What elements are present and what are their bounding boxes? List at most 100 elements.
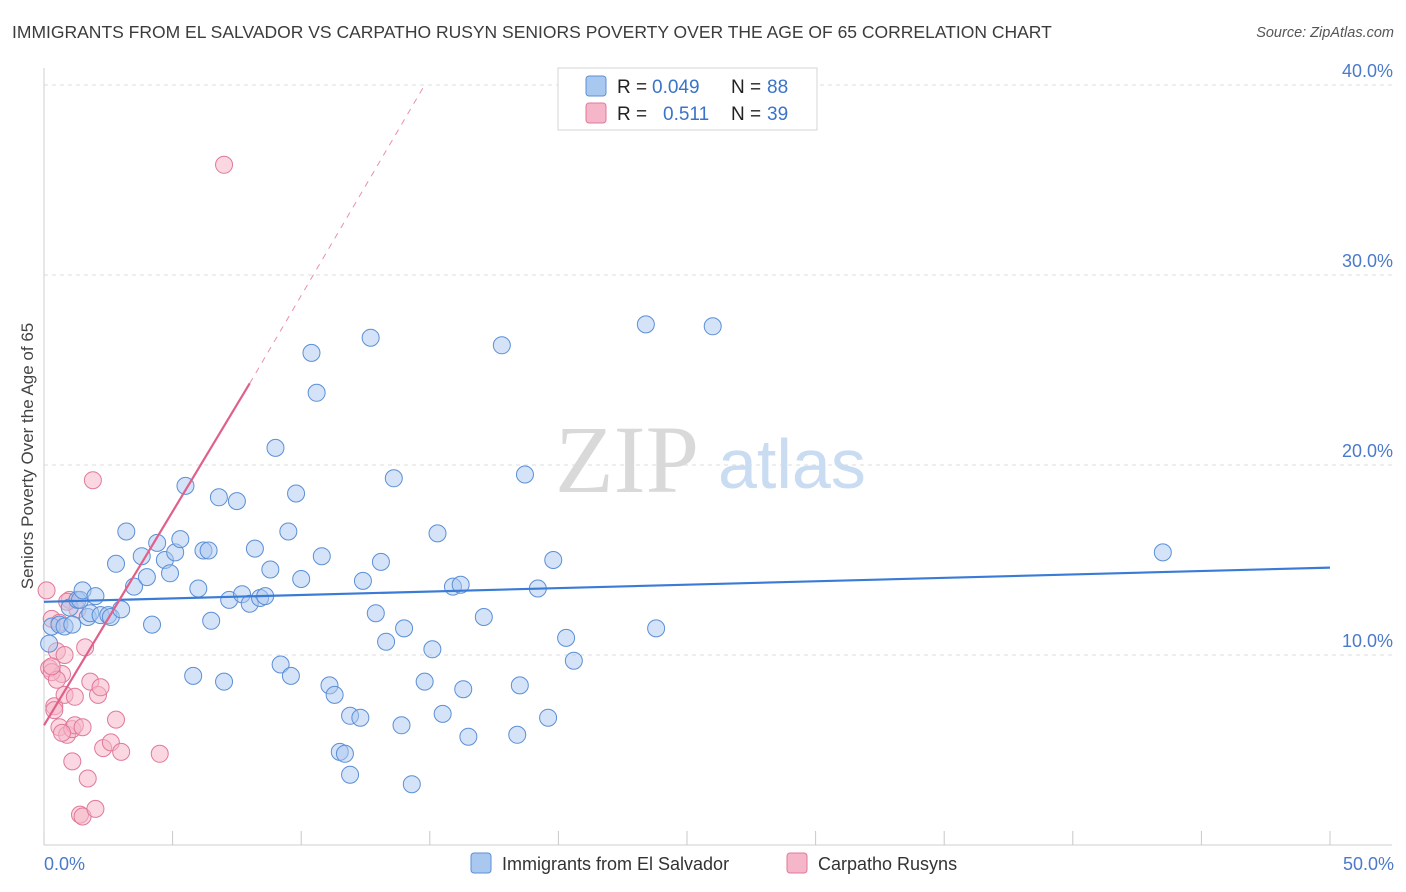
bottom-legend-swatch-pink: [786, 852, 808, 874]
point-carpatho-rusyns-11: [63, 752, 82, 771]
point-carpatho-rusyns-34: [42, 657, 61, 676]
point-el-salvador-31: [199, 541, 218, 560]
point-el-salvador-48: [292, 570, 311, 588]
point-el-salvador-53: [325, 685, 344, 704]
point-el-salvador-67: [402, 775, 421, 794]
point-el-salvador-36: [227, 492, 246, 511]
point-carpatho-rusyns-38: [215, 155, 234, 174]
point-el-salvador-75: [459, 727, 478, 746]
point-el-salvador-29: [189, 579, 208, 598]
point-el-salvador-61: [366, 604, 385, 623]
point-el-salvador-76: [474, 608, 493, 626]
trend-line-carpatho-rusyns-extension: [249, 84, 426, 384]
point-el-salvador-39: [245, 539, 264, 558]
y-tick-label-10: 10.0%: [1342, 631, 1393, 651]
point-el-salvador-45: [279, 522, 298, 541]
point-el-salvador-78: [508, 725, 527, 744]
point-el-salvador-74: [454, 680, 473, 699]
trend-line-el-salvador: [43, 566, 1331, 603]
point-el-salvador-63: [377, 632, 396, 651]
point-carpatho-rusyns-20: [86, 799, 105, 818]
point-el-salvador-20: [137, 568, 156, 587]
point-el-salvador-82: [539, 708, 558, 727]
point-carpatho-rusyns-26: [112, 742, 131, 761]
series-carpatho-rusyns: [37, 155, 234, 826]
point-el-salvador-50: [307, 383, 326, 402]
point-carpatho-rusyns-22: [91, 678, 110, 697]
bottom-legend-swatch-blue: [470, 852, 492, 874]
point-el-salvador-22: [148, 533, 167, 552]
point-carpatho-rusyns-19: [83, 471, 102, 490]
trend-line-carpatho-rusyns: [43, 382, 251, 726]
point-el-salvador-58: [351, 708, 370, 727]
point-el-salvador-85: [564, 651, 583, 670]
point-carpatho-rusyns-35: [65, 687, 84, 706]
bottom-legend-label-carpatho-rusyns: Carpatho Rusyns: [818, 854, 957, 874]
y-tick-label-30: 30.0%: [1342, 251, 1393, 271]
x-tick-label-max: 50.0%: [1343, 854, 1394, 874]
point-el-salvador-42: [261, 560, 280, 579]
point-el-salvador-44: [271, 655, 290, 674]
point-el-salvador-69: [423, 640, 442, 659]
point-el-salvador-70: [428, 524, 447, 543]
trend-lines: [43, 84, 1331, 726]
point-carpatho-rusyns-32: [73, 718, 92, 737]
point-el-salvador-43: [266, 438, 285, 457]
point-el-salvador-49: [302, 343, 321, 362]
point-el-salvador-87: [647, 619, 666, 638]
point-el-salvador-5: [63, 615, 82, 634]
point-el-salvador-33: [209, 488, 228, 507]
point-el-salvador-24: [161, 564, 180, 583]
point-el-salvador-65: [392, 716, 411, 735]
point-el-salvador-59: [353, 571, 372, 590]
grid: [44, 84, 1392, 656]
watermark-atlas: atlas: [718, 425, 866, 503]
point-el-salvador-77: [492, 336, 511, 355]
watermark-zip: ZIP: [555, 406, 699, 513]
point-carpatho-rusyns-0: [37, 581, 56, 600]
point-el-salvador-88: [703, 317, 722, 336]
point-el-salvador-51: [312, 547, 331, 566]
legend-swatch-blue: [585, 75, 607, 97]
legend: R = 0.049 N = 88 R = 0.511 N = 39: [557, 67, 818, 131]
legend-n-value-1: 88: [767, 77, 788, 98]
point-el-salvador-71: [433, 704, 452, 723]
point-el-salvador-57: [341, 765, 360, 784]
point-el-salvador-64: [384, 469, 403, 488]
y-tick-label-40: 40.0%: [1342, 61, 1393, 81]
point-el-salvador-15: [107, 554, 126, 573]
point-carpatho-rusyns-17: [78, 769, 97, 788]
point-el-salvador-89: [1153, 543, 1172, 562]
point-carpatho-rusyns-29: [55, 646, 74, 664]
point-el-salvador-32: [202, 611, 221, 630]
point-carpatho-rusyns-37: [150, 744, 169, 763]
legend-r-label-2: R =: [617, 104, 647, 125]
point-el-salvador-60: [361, 328, 380, 347]
point-el-salvador-55: [335, 744, 354, 763]
legend-n-label-1: N =: [731, 77, 761, 98]
point-el-salvador-68: [415, 672, 434, 691]
point-el-salvador-84: [557, 628, 576, 647]
point-el-salvador-79: [510, 676, 529, 695]
point-el-salvador-83: [544, 551, 563, 569]
point-el-salvador-46: [281, 666, 300, 685]
bottom-legend: Immigrants from El Salvador Carpatho Rus…: [470, 852, 957, 874]
point-el-salvador-86: [636, 315, 655, 334]
x-ticks: [43, 831, 1331, 845]
legend-r-value-2: 0.511: [663, 104, 709, 125]
legend-n-value-2: 39: [767, 104, 788, 125]
point-el-salvador-21: [143, 615, 162, 634]
source-label: Source: ZipAtlas.com: [1256, 25, 1394, 41]
bottom-legend-label-el-salvador: Immigrants from El Salvador: [502, 854, 729, 874]
y-tick-label-20: 20.0%: [1342, 441, 1393, 461]
point-el-salvador-0: [40, 634, 59, 653]
point-el-salvador-28: [184, 666, 203, 685]
point-el-salvador-62: [371, 552, 390, 571]
chart-title: IMMIGRANTS FROM EL SALVADOR VS CARPATHO …: [12, 22, 1052, 42]
point-el-salvador-16: [112, 600, 131, 619]
point-el-salvador-11: [86, 587, 105, 606]
point-el-salvador-34: [215, 672, 234, 691]
series-el-salvador: [40, 315, 1172, 794]
y-axis-title: Seniors Poverty Over the Age of 65: [18, 323, 37, 589]
